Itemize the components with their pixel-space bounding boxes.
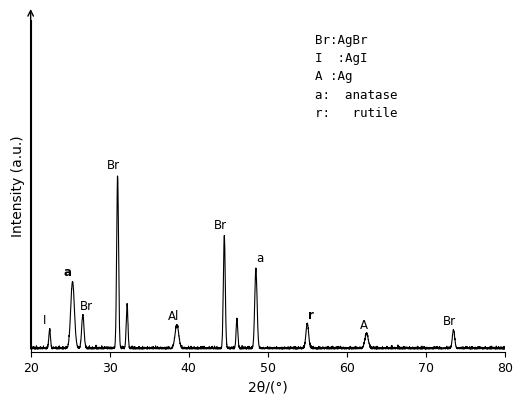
Text: Br: Br [80, 300, 93, 313]
Text: Br: Br [214, 219, 227, 232]
Text: a:  anatase: a: anatase [315, 88, 398, 101]
Text: a: a [64, 265, 72, 278]
Text: r: r [308, 308, 314, 321]
Text: Al: Al [168, 309, 179, 323]
Text: I  :AgI: I :AgI [315, 52, 368, 65]
Text: I: I [42, 313, 46, 326]
Text: a: a [256, 252, 264, 264]
X-axis label: 2θ/(°): 2θ/(°) [248, 380, 288, 394]
Text: A: A [360, 318, 368, 331]
Text: Br:AgBr: Br:AgBr [315, 34, 368, 47]
Y-axis label: Intensity (a.u.): Intensity (a.u.) [11, 135, 25, 237]
Text: Br: Br [443, 315, 456, 328]
Text: A :Ag: A :Ag [315, 70, 353, 83]
Text: Br: Br [107, 159, 120, 172]
Text: r:   rutile: r: rutile [315, 107, 398, 119]
